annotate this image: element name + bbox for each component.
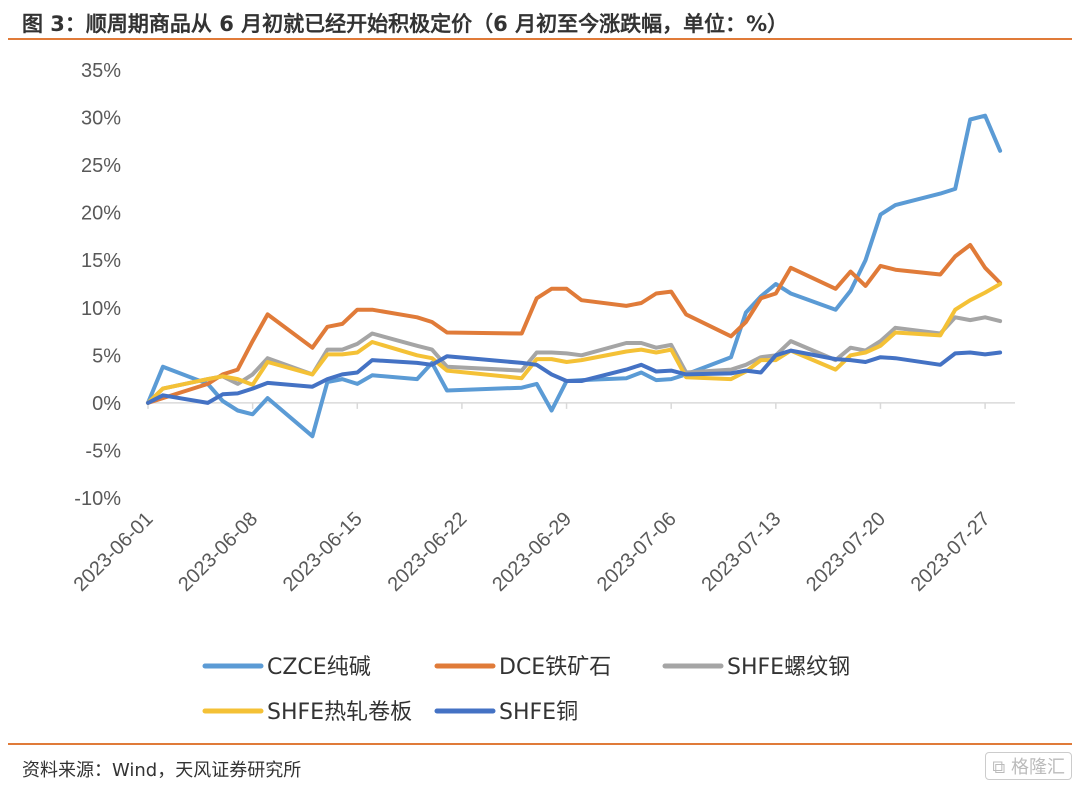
source-note: 资料来源：Wind，天风证券研究所 — [22, 760, 302, 781]
x-tick-label: 2023-06-01 — [70, 508, 158, 596]
y-tick-label: 5% — [92, 345, 121, 367]
y-axis: -10% -5% 0% 5% 10% 15% 20% 25% 30% 35% — [74, 60, 121, 510]
series-line — [146, 348, 1003, 405]
y-tick-label: 20% — [81, 203, 121, 225]
series-line — [146, 113, 1003, 439]
x-tick-label: 2023-07-06 — [593, 508, 681, 596]
x-tick-label: 2023-06-15 — [279, 508, 367, 596]
legend: CZCE纯碱 DCE铁矿石 SHFE螺纹钢 SHFE热轧卷板 SHFE铜 — [202, 655, 850, 725]
legend-label: DCE铁矿石 — [499, 655, 611, 680]
watermark-logo: ⧉ 格隆汇 — [985, 752, 1072, 780]
y-tick-label: -10% — [74, 488, 121, 510]
x-tick-label: 2023-06-29 — [488, 508, 576, 596]
legend-label: SHFE热轧卷板 — [267, 700, 412, 725]
y-tick-label: 10% — [81, 298, 121, 320]
series-line — [146, 243, 1003, 405]
legend-label: SHFE铜 — [499, 700, 578, 725]
y-tick-label: -5% — [85, 440, 121, 462]
legend-label: SHFE螺纹钢 — [727, 655, 850, 680]
y-tick-label: 30% — [81, 108, 121, 130]
x-tick-label: 2023-07-20 — [802, 508, 890, 596]
watermark-text: 格隆汇 — [1011, 757, 1065, 778]
legend-label: CZCE纯碱 — [267, 655, 371, 680]
x-axis: 2023-06-01 2023-06-08 2023-06-15 2023-06-22… — [70, 402, 1015, 596]
y-tick-label: 15% — [81, 250, 121, 272]
y-tick-label: 35% — [81, 60, 121, 82]
footer-rule — [8, 743, 1072, 745]
figure-title: 图 3：顺周期商品从 6 月初就已经开始积极定价（6 月初至今涨跌幅，单位：%） — [22, 12, 789, 36]
title-rule — [8, 38, 1072, 40]
y-tick-label: 25% — [81, 155, 121, 177]
line-chart: -10% -5% 0% 5% 10% 15% 20% 25% 30% 35% 2023-06-01… — [70, 60, 1015, 725]
x-tick-label: 2023-07-13 — [697, 508, 785, 596]
y-tick-label: 0% — [92, 393, 121, 415]
x-tick-label: 2023-07-27 — [907, 508, 995, 596]
x-tick-label: 2023-06-22 — [384, 508, 472, 596]
series-line — [146, 282, 1003, 405]
series-layer — [146, 113, 1003, 439]
x-tick-label: 2023-06-08 — [174, 508, 262, 596]
